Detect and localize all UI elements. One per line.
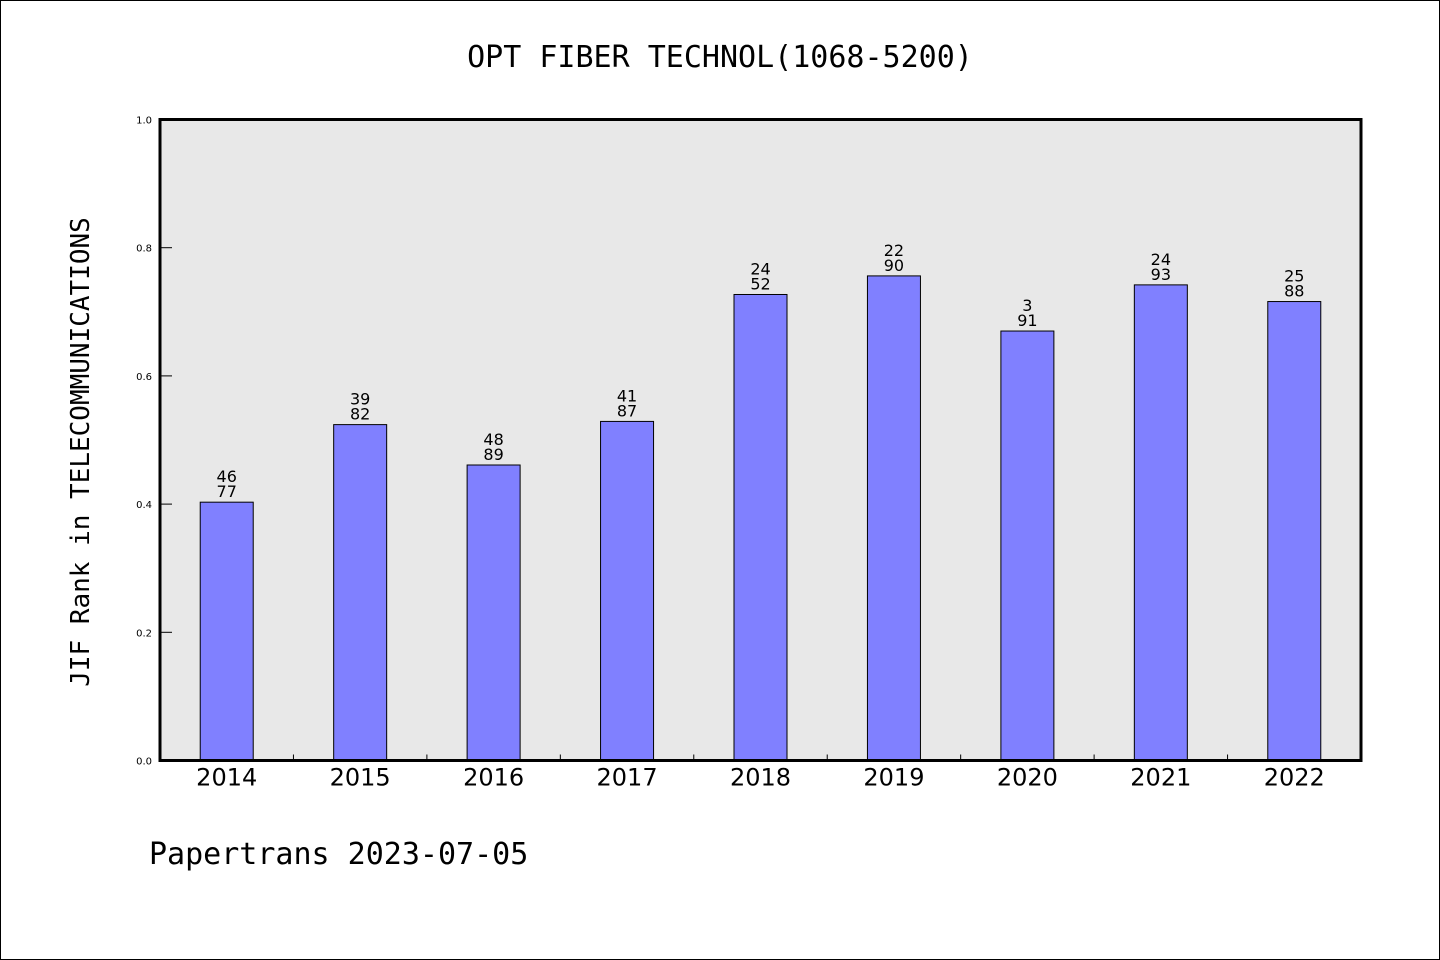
chart-title: OPT FIBER TECHNOL(1068-5200) bbox=[467, 40, 973, 75]
bar-rank-label: 24 bbox=[750, 259, 770, 278]
bar-rank-label: 41 bbox=[617, 386, 637, 405]
x-tick-label: 2015 bbox=[330, 764, 391, 792]
bar-rank-label: 25 bbox=[1284, 267, 1304, 286]
x-tick-label: 2019 bbox=[863, 764, 924, 792]
bar-rank-label: 46 bbox=[217, 467, 237, 486]
bar-rank-label: 48 bbox=[483, 430, 503, 449]
bar-2018 bbox=[733, 293, 788, 761]
y-axis-ticks: 0.0 0.2 0.4 0.6 0.8 1.0 bbox=[136, 116, 172, 768]
bar-total-label: 82 bbox=[350, 405, 370, 424]
x-axis-ticks: 2014 2015 2016 2017 2018 2019 2020 2021 2022 bbox=[196, 754, 1325, 792]
bar-rank-label: 3 bbox=[1022, 296, 1032, 315]
bar-total-label: 87 bbox=[617, 401, 637, 420]
bar-2020 bbox=[1000, 330, 1055, 761]
bar-2015 bbox=[333, 424, 388, 761]
x-tick-label: 2021 bbox=[1130, 764, 1191, 792]
bar-total-label: 77 bbox=[217, 482, 237, 501]
bar-rank-label: 22 bbox=[884, 241, 904, 260]
bar-total-label: 91 bbox=[1017, 311, 1037, 330]
bar-total-label: 88 bbox=[1284, 282, 1304, 301]
x-tick-label: 2017 bbox=[597, 764, 658, 792]
y-tick-label: 0.2 bbox=[136, 628, 152, 639]
footer-credit: Papertrans 2023-07-05 bbox=[149, 837, 528, 872]
x-tick-label: 2018 bbox=[730, 764, 791, 792]
y-tick-label: 1.0 bbox=[136, 116, 152, 127]
y-axis-label: JIF Rank in TELECOMMUNICATIONS bbox=[66, 217, 96, 687]
plot-border bbox=[158, 118, 1363, 762]
bar-2022 bbox=[1267, 301, 1322, 761]
bar-2021 bbox=[1133, 284, 1188, 761]
y-tick-label: 0.6 bbox=[136, 372, 152, 383]
bar-total-label: 93 bbox=[1151, 265, 1171, 284]
bar-2016 bbox=[466, 464, 521, 761]
bar-total-label: 52 bbox=[750, 274, 770, 293]
bar-total-label: 89 bbox=[483, 445, 503, 464]
bar-2017 bbox=[600, 420, 655, 761]
bar-2019 bbox=[866, 275, 921, 761]
bar-2014 bbox=[199, 501, 254, 761]
y-tick-label: 0.4 bbox=[136, 500, 152, 511]
x-tick-label: 2016 bbox=[463, 764, 524, 792]
bars bbox=[199, 275, 1322, 761]
x-tick-label: 2020 bbox=[997, 764, 1058, 792]
bar-rank-label: 24 bbox=[1151, 250, 1171, 269]
x-tick-label: 2022 bbox=[1264, 764, 1325, 792]
y-tick-label: 0.0 bbox=[136, 757, 152, 768]
x-tick-label: 2014 bbox=[196, 764, 257, 792]
bar-total-label: 90 bbox=[884, 256, 904, 275]
bar-rank-label: 39 bbox=[350, 390, 370, 409]
y-tick-label: 0.8 bbox=[136, 244, 152, 255]
